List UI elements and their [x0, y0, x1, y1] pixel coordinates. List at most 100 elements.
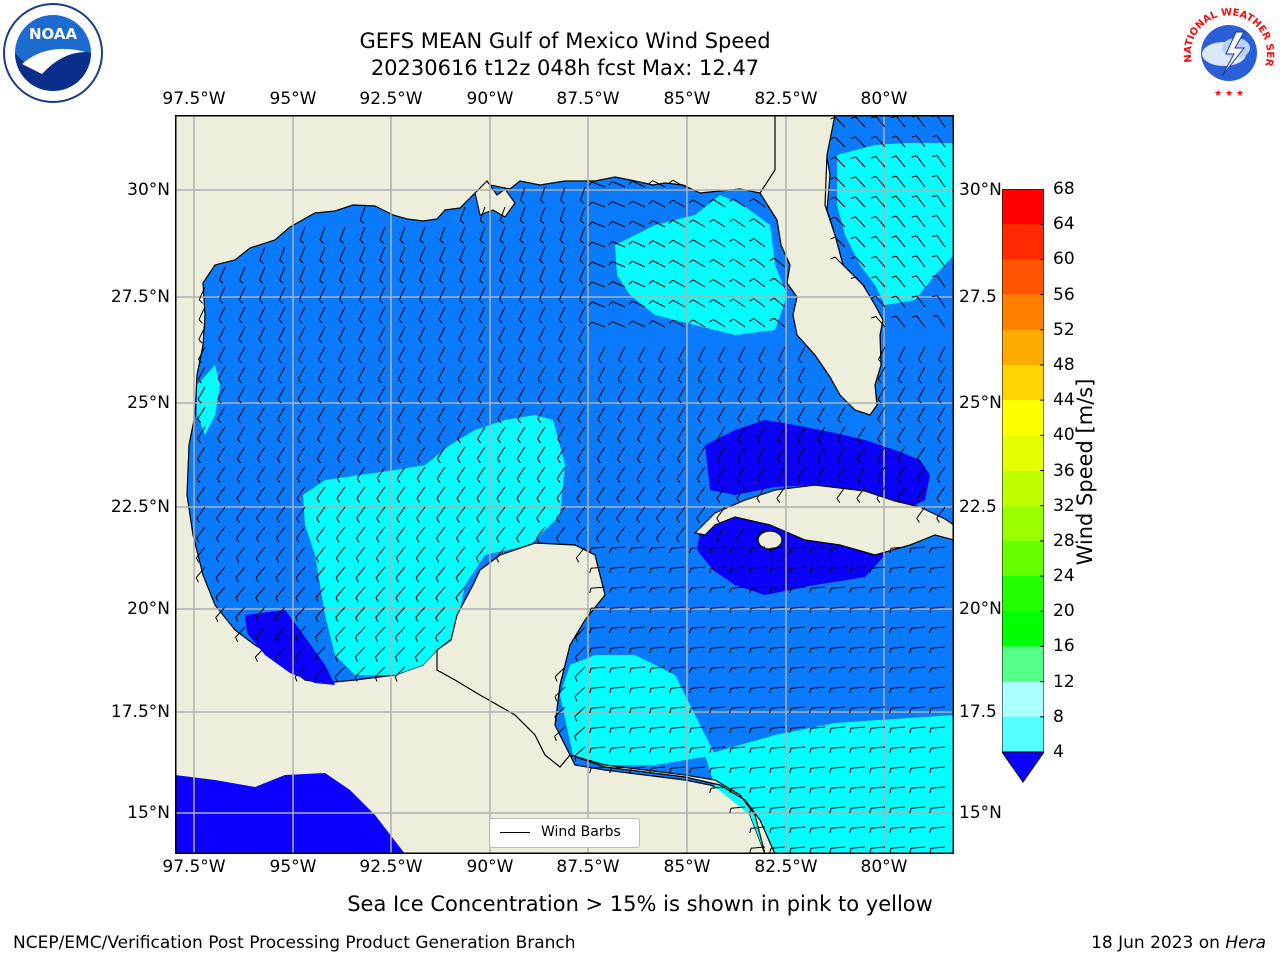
wind-barb — [336, 486, 346, 499]
wind-barb — [738, 346, 746, 360]
wind-barb-flag — [796, 458, 801, 464]
wind-barb — [257, 406, 266, 420]
wind-barb-flag — [937, 438, 941, 444]
wind-barb-flag — [669, 708, 672, 714]
wind-barb-flag — [317, 438, 322, 444]
wind-barb — [591, 281, 606, 288]
wind-barb — [851, 686, 866, 689]
wind-barb-flag — [517, 378, 522, 384]
wind-barb-flag — [829, 788, 832, 794]
wind-barb-flag — [789, 548, 792, 554]
wind-barb — [418, 326, 426, 340]
wind-barb-flag — [829, 648, 832, 654]
wind-barb-flag — [931, 275, 938, 278]
wind-barb-flag — [576, 458, 581, 464]
wind-barb-flag — [596, 498, 601, 503]
wind-barb-flag — [656, 498, 661, 503]
wind-barb-flag — [869, 668, 872, 674]
wind-barb — [396, 486, 406, 499]
wind-barb — [737, 366, 746, 380]
wind-barb-flag — [557, 378, 562, 384]
wind-barb — [651, 666, 666, 669]
wind-barb-flag — [255, 617, 259, 623]
wind-barb — [851, 646, 866, 649]
wind-barb-flag — [749, 828, 752, 834]
wind-barb — [897, 386, 906, 400]
wind-barb-flag — [869, 728, 872, 734]
wind-barb-flag — [198, 299, 204, 304]
wind-barb — [276, 446, 286, 459]
wind-barb-flag — [897, 438, 901, 444]
wind-barb-flag — [636, 458, 641, 464]
wind-barb-flag — [669, 748, 672, 754]
wind-barb — [831, 726, 846, 729]
wind-barb-flag — [849, 588, 852, 594]
wind-barb — [556, 526, 566, 539]
wind-barb — [459, 246, 466, 261]
wind-barb-flag — [359, 219, 365, 224]
wind-barb — [632, 220, 646, 228]
wind-barb-flag — [459, 219, 465, 224]
wind-barb-flag — [278, 339, 283, 344]
wind-barb-flag — [809, 548, 812, 554]
wind-barb-flag — [911, 235, 917, 238]
wind-barb — [771, 666, 786, 669]
wind-barb — [751, 626, 766, 629]
wind-barb — [298, 286, 306, 301]
wind-barb-flag — [729, 628, 732, 634]
wind-barb-flag — [235, 557, 240, 563]
wind-barb-flag — [576, 478, 581, 483]
wind-barb-flag — [616, 478, 621, 483]
wind-barb — [258, 286, 266, 301]
wind-barb — [716, 486, 726, 499]
wind-barb — [897, 406, 906, 420]
wind-barb-flag — [278, 319, 283, 324]
wind-barb — [556, 466, 566, 479]
colorbar-tick: 32 — [1053, 495, 1075, 516]
wind-barb — [891, 746, 906, 749]
wind-barb-flag — [518, 359, 523, 364]
lat-label-right: 25°N — [959, 393, 1002, 413]
wind-barb — [811, 826, 826, 829]
wind-barb-flag — [911, 315, 917, 318]
wind-barb-flag — [356, 498, 361, 503]
wind-barb-flag — [678, 359, 683, 364]
wind-barb — [537, 386, 546, 400]
wind-barb — [339, 246, 346, 261]
wind-barb-flag — [356, 478, 361, 483]
wind-barb — [911, 826, 926, 829]
wind-barb-flag — [558, 319, 563, 324]
wind-barb-flag — [688, 319, 694, 324]
wind-barb-flag — [676, 518, 680, 523]
wind-barb — [591, 321, 606, 328]
wind-barb-flag — [889, 808, 892, 814]
wind-barb — [672, 239, 686, 248]
wind-barb-flag — [278, 359, 283, 364]
map-panel[interactable] — [175, 115, 954, 854]
wind-barb — [916, 295, 926, 308]
wind-barb — [415, 626, 426, 638]
wind-barb-flag — [697, 438, 701, 444]
wind-barb-flag — [437, 418, 442, 424]
wind-barb — [416, 506, 426, 519]
wind-barb — [916, 446, 926, 459]
wind-barb-flag — [517, 438, 522, 444]
wind-barb — [895, 115, 906, 128]
wind-barb — [337, 426, 346, 440]
wind-barb — [811, 766, 826, 769]
wind-barb — [216, 526, 226, 539]
wind-barb-flag — [335, 637, 339, 643]
wind-barb — [632, 260, 646, 268]
wind-barb — [591, 221, 606, 228]
wind-barb — [517, 406, 526, 420]
wind-barb-flag — [849, 608, 852, 614]
wind-barb — [616, 466, 626, 479]
wind-barb — [496, 526, 506, 539]
wind-barb-flag — [729, 728, 732, 734]
wind-barb — [591, 766, 606, 769]
wind-barb — [215, 586, 226, 598]
wind-barb-flag — [669, 628, 672, 634]
wind-barb — [215, 546, 226, 559]
wind-barb-flag — [196, 537, 200, 543]
wind-barb — [831, 546, 846, 549]
